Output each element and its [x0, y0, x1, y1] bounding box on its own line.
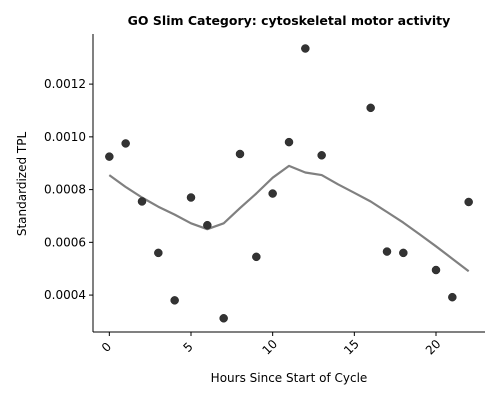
y-axis-label: Standardized TPL [15, 132, 29, 237]
scatter-point [301, 44, 310, 53]
scatter-point [235, 149, 245, 159]
y-tick-label: 0.0006 [44, 235, 86, 249]
scatter-point [284, 137, 294, 147]
scatter-point [219, 314, 228, 323]
scatter-point [464, 197, 473, 207]
scatter-point [105, 152, 114, 161]
scatter-point [399, 248, 408, 258]
scatter-point [382, 247, 392, 256]
chart-title: GO Slim Category: cytoskeletal motor act… [128, 13, 451, 28]
x-axis-label: Hours Since Start of Cycle [211, 371, 368, 385]
y-tick-label: 0.0012 [44, 77, 86, 91]
scatter-point [121, 139, 130, 148]
scatter-point [431, 265, 441, 275]
y-tick-label: 0.0008 [44, 183, 86, 197]
scatter-point [186, 193, 196, 202]
scatter-point [268, 189, 277, 198]
scatter-point [448, 292, 457, 302]
scatter-point [203, 220, 212, 230]
scatter-point [170, 296, 179, 305]
scatter-point [366, 103, 375, 113]
scatter-point [154, 248, 163, 258]
scatter-point [137, 197, 147, 206]
scatter-point [317, 151, 326, 160]
y-tick-label: 0.0010 [44, 130, 86, 144]
scatter-point [252, 252, 261, 262]
trend-line [108, 164, 470, 273]
y-tick-label: 0.0004 [44, 288, 86, 302]
